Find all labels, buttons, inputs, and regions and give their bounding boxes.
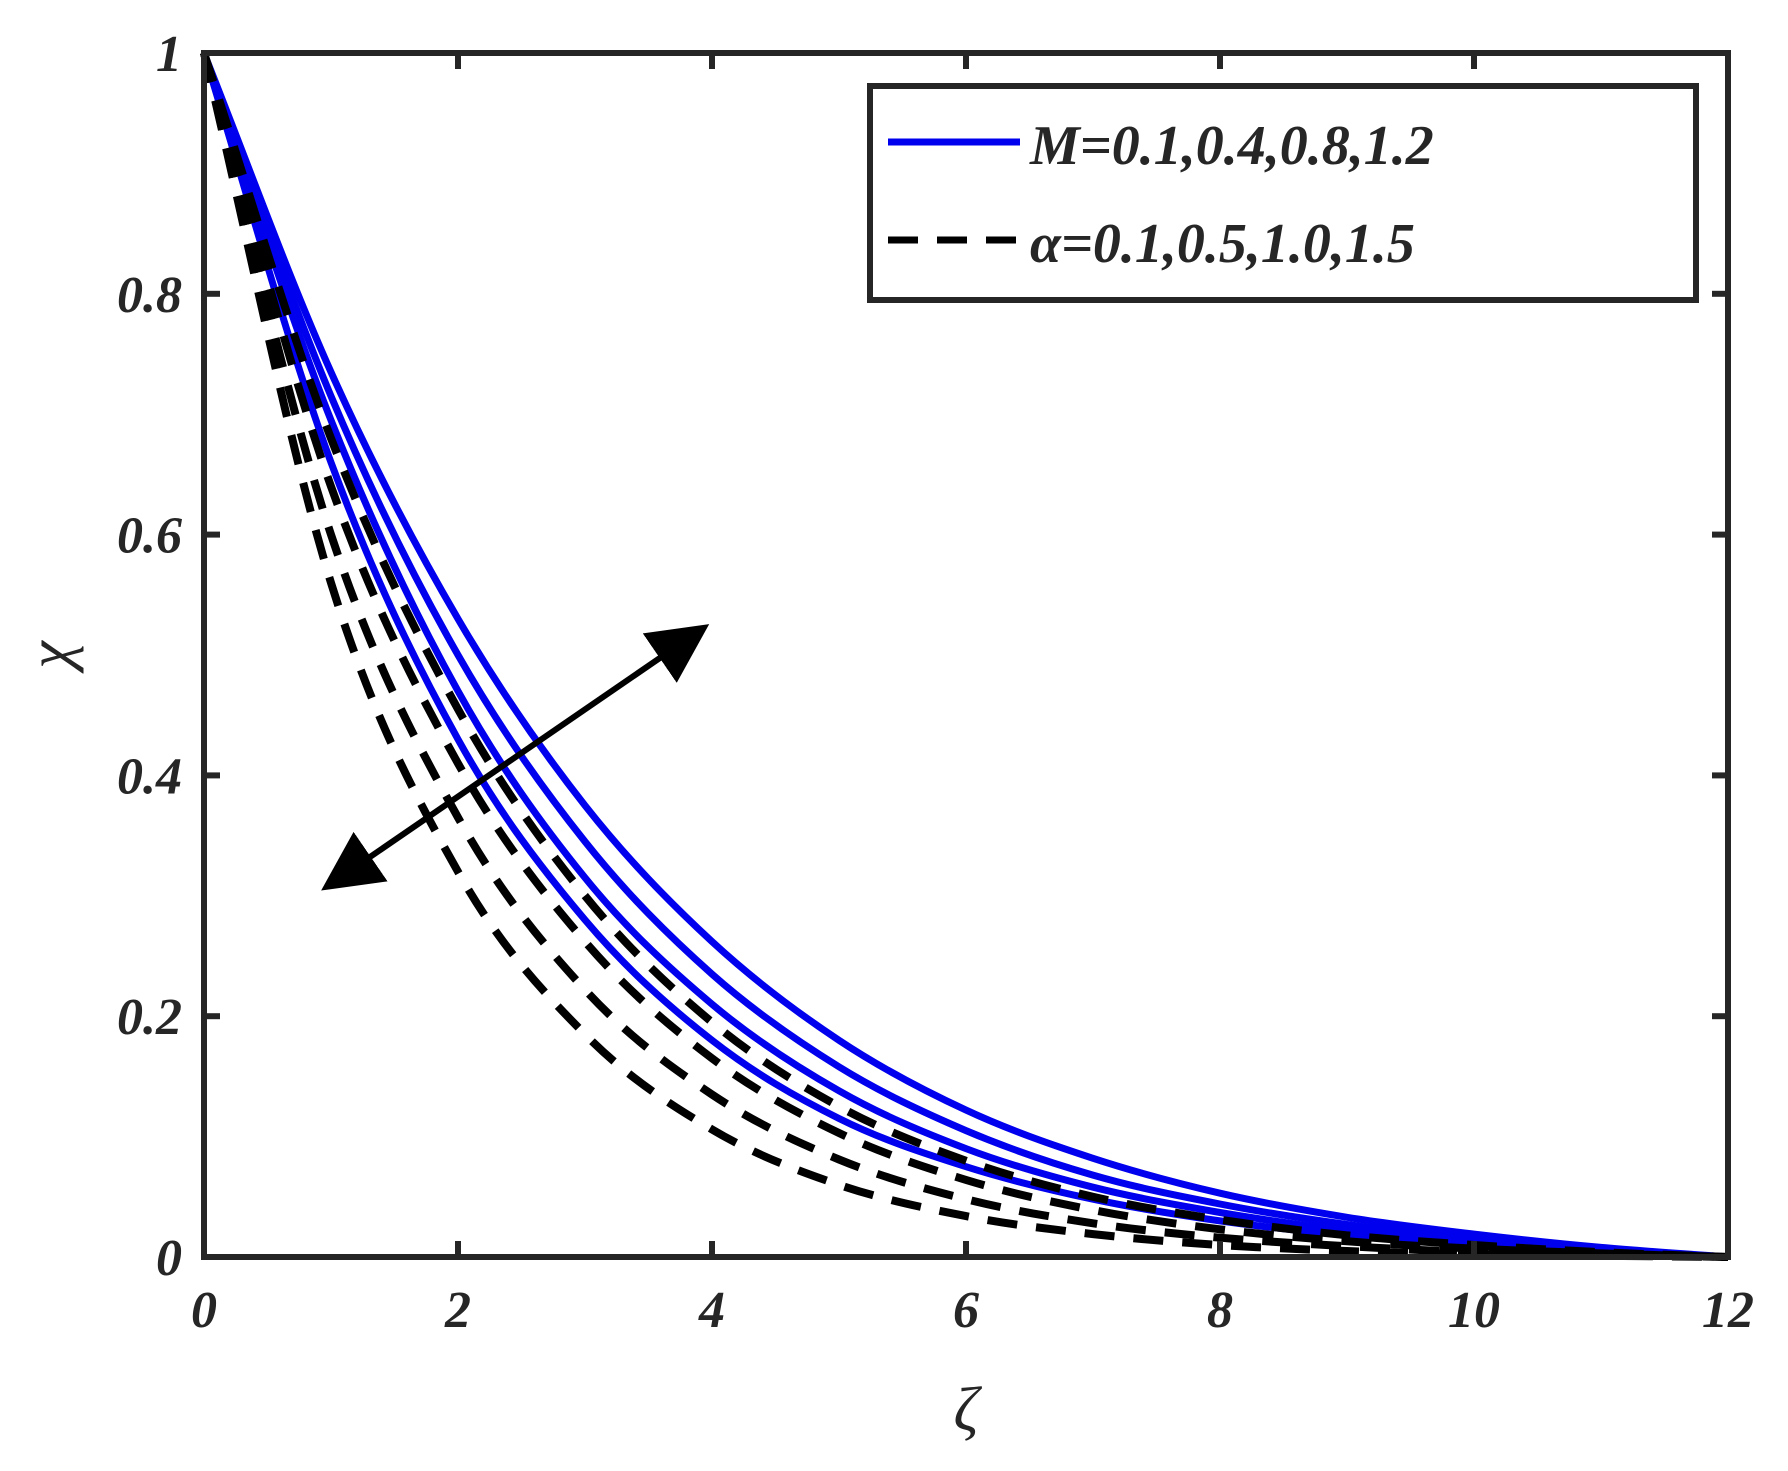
y-tick-label: 0.4 <box>117 748 182 805</box>
y-axis-label: χ <box>16 640 84 674</box>
y-tick-label: 0 <box>156 1230 182 1287</box>
x-tick-label: 12 <box>1702 1282 1754 1339</box>
x-tick-label: 0 <box>191 1282 217 1339</box>
y-tick-label: 1 <box>156 26 182 83</box>
series-line-alpha-5 <box>200 51 1729 1261</box>
series-line-alpha-4 <box>200 51 1729 1261</box>
series-line-m-2 <box>200 51 1729 1261</box>
y-tick-label: 0.2 <box>117 989 182 1046</box>
x-tick-label: 10 <box>1448 1282 1500 1339</box>
x-tick-label: 8 <box>1207 1282 1233 1339</box>
y-tick-label: 0.6 <box>117 508 182 565</box>
tick-layer: 0 2 4 6 8 10 12 0 0.2 0.4 0.6 0.8 1 <box>117 26 1754 1339</box>
x-tick-label: 6 <box>953 1282 979 1339</box>
legend: M=0.1,0.4,0.8,1.2 α=0.1,0.5,1.0,1.5 <box>867 83 1699 303</box>
x-axis-label: ζ <box>953 1376 982 1444</box>
x-tick-label: 2 <box>444 1282 471 1339</box>
annotation-layer <box>321 624 710 891</box>
series-line-m-3 <box>200 51 1729 1261</box>
x-tick-label: 4 <box>698 1282 725 1339</box>
y-tick-label: 0.8 <box>117 267 182 324</box>
double-arrow-annotation-0 <box>321 624 710 891</box>
legend-box <box>867 83 1699 303</box>
legend-label-m: M=0.1,0.4,0.8,1.2 <box>1029 115 1434 177</box>
legend-label-alpha: α=0.1,0.5,1.0,1.5 <box>1030 213 1415 275</box>
